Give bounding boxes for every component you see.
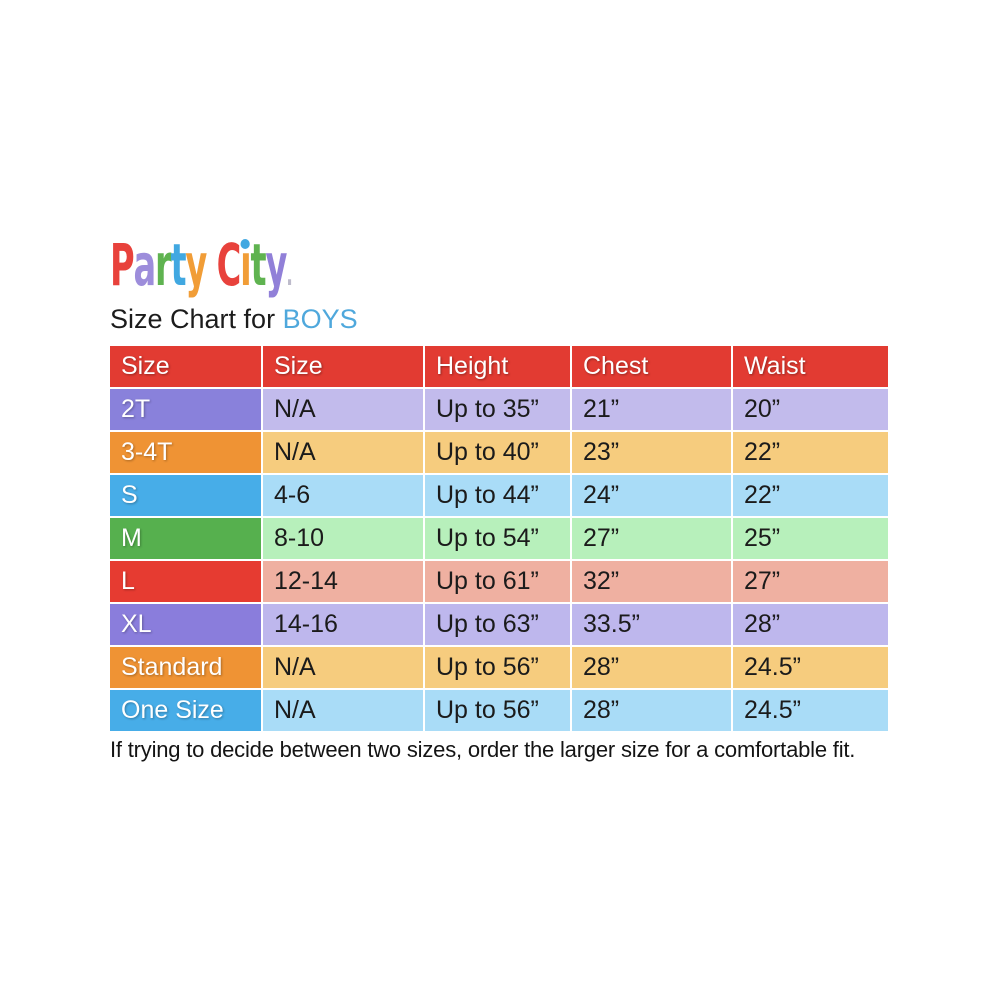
row-label-cell: L [110,561,261,602]
data-cell: 28” [572,690,731,731]
data-cell: 33.5” [572,604,731,645]
data-cell: 20” [733,389,888,430]
data-cell: Up to 40” [425,432,570,473]
header-cell: Chest [572,346,731,387]
logo-letter: . [286,258,293,293]
data-cell: 8-10 [263,518,423,559]
page-title-text: Size Chart for [110,304,283,334]
page-title: Size Chart for BOYS [110,304,890,335]
page-title-highlight: BOYS [282,304,358,334]
data-cell: Up to 63” [425,604,570,645]
data-cell: 12-14 [263,561,423,602]
row-label-cell: One Size [110,690,261,731]
data-cell: N/A [263,690,423,731]
data-cell: N/A [263,432,423,473]
row-label-cell: M [110,518,261,559]
row-label-cell: XL [110,604,261,645]
data-cell: Up to 56” [425,647,570,688]
data-cell: Up to 61” [425,561,570,602]
data-cell: 24.5” [733,690,888,731]
header-cell: Size [263,346,423,387]
footer-note: If trying to decide between two sizes, o… [110,737,856,762]
data-cell: 25” [733,518,888,559]
data-cell: 23” [572,432,731,473]
data-cell: 22” [733,475,888,516]
data-cell: 24” [572,475,731,516]
data-cell: 14-16 [263,604,423,645]
content-area: Party Cı ty. Size Chart for BOYS Size Size H… [110,236,890,763]
logo-letter: P [110,231,135,299]
data-cell: 4-6 [263,475,423,516]
data-cell: Up to 54” [425,518,570,559]
data-cell: 32” [572,561,731,602]
data-cell: 21” [572,389,731,430]
data-cell: 27” [572,518,731,559]
logo-letter: t [250,231,267,299]
logo-letter: r [155,231,172,299]
size-chart-table: Size Size Height Chest Waist 2T N/A Up to 35” 21… [110,346,888,731]
row-label-cell: S [110,475,261,516]
logo-letter: C [216,231,242,299]
data-cell: N/A [263,647,423,688]
logo-letter: y [265,231,287,299]
header-cell: Size [110,346,261,387]
header-cell: Height [425,346,570,387]
data-cell: 28” [733,604,888,645]
header-cell: Waist [733,346,888,387]
logo-letter-i: ı [240,231,252,299]
party-city-logo: Party Cı ty. [110,236,562,302]
row-label-cell: Standard [110,647,261,688]
data-cell: N/A [263,389,423,430]
data-cell: 22” [733,432,888,473]
logo-letter: t [170,231,186,299]
row-label-cell: 3-4T [110,432,261,473]
data-cell: 27” [733,561,888,602]
row-label-cell: 2T [110,389,261,430]
data-cell: 24.5” [733,647,888,688]
logo-letter: y [185,231,207,299]
logo-i-dot-icon [240,239,250,249]
data-cell: Up to 44” [425,475,570,516]
logo-letter: a [133,231,156,299]
data-cell: 28” [572,647,731,688]
data-cell: Up to 35” [425,389,570,430]
data-cell: Up to 56” [425,690,570,731]
